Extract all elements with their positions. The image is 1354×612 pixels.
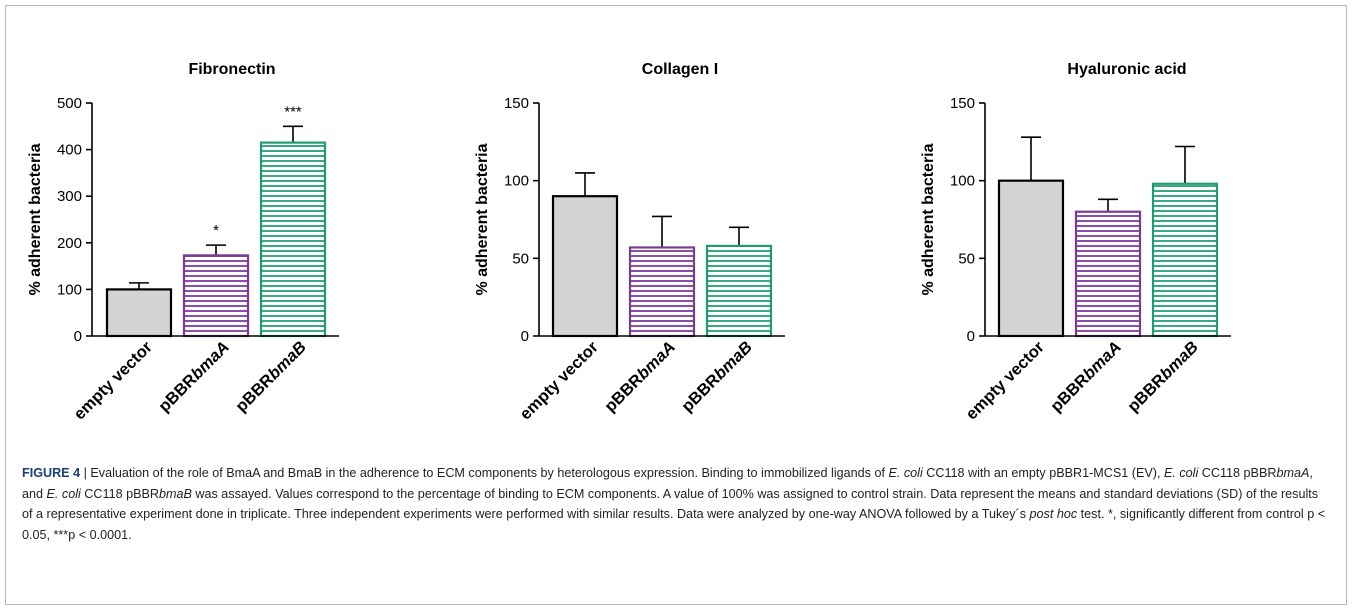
caption-body: Evaluation of the role of BmaA and BmaB … — [22, 466, 1325, 542]
caption-segment: Evaluation of the role of BmaA and BmaB … — [90, 466, 889, 480]
y-tick-label: 100 — [57, 281, 82, 298]
y-tick-label: 0 — [967, 328, 975, 345]
bar — [182, 254, 250, 338]
figure-caption: FIGURE 4 | Evaluation of the role of Bma… — [22, 463, 1332, 545]
caption-segment: CC118 pBBR — [80, 486, 159, 501]
y-tick-label: 100 — [950, 173, 975, 190]
significance-label: *** — [284, 103, 302, 120]
caption-separator: | — [80, 466, 91, 480]
bar — [997, 179, 1065, 338]
chart-title: Fibronectin — [188, 61, 275, 78]
x-tick-label-gene: bmaA — [1080, 338, 1125, 383]
x-tick-label: pBBRbmaB — [1124, 338, 1202, 416]
chart-collagen: Collagen I% adherent bacteria050100150em… — [474, 61, 785, 423]
caption-segment: CC118 pBBR — [1198, 466, 1277, 480]
y-axis-label: % adherent bacteria — [920, 143, 937, 295]
chart-title: Collagen I — [642, 61, 718, 78]
caption-segment: post hoc — [1029, 507, 1078, 521]
bar — [259, 141, 327, 338]
caption-segment: bmaB — [158, 486, 192, 501]
caption-segment: E. coli — [1163, 466, 1199, 480]
y-tick-label: 500 — [57, 95, 82, 112]
caption-segment: CC118 with an empty pBBR1-MCS1 (EV), — [922, 466, 1164, 480]
y-tick-label: 50 — [958, 250, 975, 267]
y-tick-label: 150 — [504, 95, 529, 112]
y-tick-label: 0 — [521, 328, 529, 345]
y-tick-label: 100 — [504, 173, 529, 190]
y-tick-label: 400 — [57, 142, 82, 159]
bar — [1074, 210, 1142, 338]
x-tick-label: pBBRbmaA — [1047, 338, 1125, 416]
bar — [551, 195, 619, 338]
significance-label: * — [213, 222, 219, 239]
caption-segment: E. coli — [46, 486, 81, 501]
y-tick-label: 200 — [57, 235, 82, 252]
bar — [105, 288, 173, 338]
figure-frame — [5, 5, 1347, 605]
bar — [705, 244, 773, 338]
caption-segment: was assayed. Values correspond to the pe… — [22, 486, 1319, 522]
caption-label: FIGURE 4 — [22, 466, 81, 480]
x-tick-label-prefix: empty vector — [962, 338, 1048, 424]
y-tick-label: 150 — [950, 95, 975, 112]
y-tick-label: 300 — [57, 188, 82, 205]
caption-segment: , and — [22, 466, 1313, 501]
y-tick-label: 50 — [512, 250, 529, 267]
bar — [628, 246, 696, 338]
caption-segment: E. coli — [888, 466, 923, 480]
y-axis-label: % adherent bacteria — [474, 143, 491, 295]
chart-title: Hyaluronic acid — [1067, 61, 1186, 78]
chart-fibronectin: Fibronectin % adherent bacteria 0 100 200 300… — [27, 61, 339, 423]
y-tick-label: 0 — [74, 328, 82, 345]
chart-hyaluronic: Hyaluronic acid % adherent bacteria 0 50 100… — [920, 61, 1231, 424]
x-tick-label-gene: bmaB — [1157, 338, 1202, 383]
y-axis-label: % adherent bacteria — [27, 143, 44, 295]
caption-segment: test. *, significantly different from co… — [22, 507, 1326, 542]
bar — [1151, 182, 1219, 338]
x-tick-label: empty vector — [962, 338, 1048, 424]
caption-segment: bmaA — [1276, 466, 1310, 480]
